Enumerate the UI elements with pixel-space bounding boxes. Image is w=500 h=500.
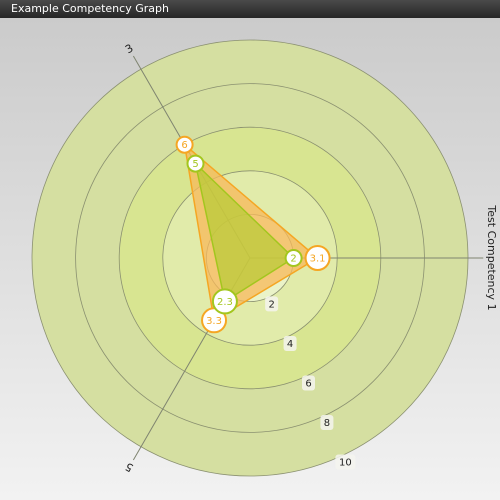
- tick-label-bg: [265, 296, 279, 312]
- window-title: Example Competency Graph: [11, 2, 169, 15]
- tick-label-2: 2: [265, 296, 279, 312]
- value-marker-s1-a3: 6: [175, 135, 194, 154]
- tick-label-bg: [302, 375, 316, 391]
- tick-label-text: 2: [268, 299, 274, 310]
- chart-area: Test Competency 1 5 3 2 4 6 8 10 3.1 3.3 6 2 2.3 5: [0, 18, 500, 500]
- value-marker-label: 2: [290, 254, 296, 265]
- value-marker-s2-a2: 2.3: [211, 288, 238, 315]
- tick-label-text: 8: [324, 418, 330, 429]
- ticks-layer: 2 4 6 8 10: [265, 296, 356, 470]
- value-marker-s1-a1: 3.1: [304, 245, 331, 271]
- series-polygon-2: [194, 162, 295, 303]
- value-marker-s2-a3: 5: [186, 154, 205, 173]
- tick-label-10: 10: [335, 454, 356, 470]
- series-layer: [183, 143, 319, 322]
- tick-label-8: 8: [320, 414, 334, 430]
- value-marker-label: 5: [192, 159, 198, 170]
- axis-label-2: 5: [123, 460, 136, 475]
- markers-layer: 3.1 3.3 6 2 2.3 5: [175, 135, 331, 334]
- value-marker-circle: [175, 135, 194, 154]
- value-marker-circle: [211, 288, 238, 315]
- tick-label-bg: [283, 335, 297, 351]
- tick-label-bg: [320, 414, 334, 430]
- value-marker-s2-a1: 2: [284, 249, 303, 267]
- value-marker-label: 3.1: [310, 254, 326, 265]
- value-marker-label: 3.3: [206, 316, 222, 327]
- tick-label-6: 6: [302, 375, 316, 391]
- tick-label-text: 10: [339, 457, 352, 468]
- tick-label-bg: [335, 454, 356, 470]
- value-marker-circle: [304, 245, 331, 271]
- value-marker-label: 2.3: [217, 297, 233, 308]
- value-marker-circle: [284, 249, 303, 267]
- window-title-bar: Example Competency Graph: [0, 0, 500, 18]
- tick-label-text: 4: [287, 339, 293, 350]
- axis-label-3: 3: [123, 42, 136, 57]
- competency-radar-chart: Test Competency 1 5 3 2 4 6 8 10 3.1 3.3 6 2 2.3 5: [31, 39, 498, 477]
- tick-label-4: 4: [283, 335, 297, 351]
- axis-label-1: Test Competency 1: [485, 204, 498, 310]
- value-marker-circle: [186, 154, 205, 173]
- value-marker-label: 6: [181, 140, 187, 151]
- tick-label-text: 6: [305, 378, 311, 389]
